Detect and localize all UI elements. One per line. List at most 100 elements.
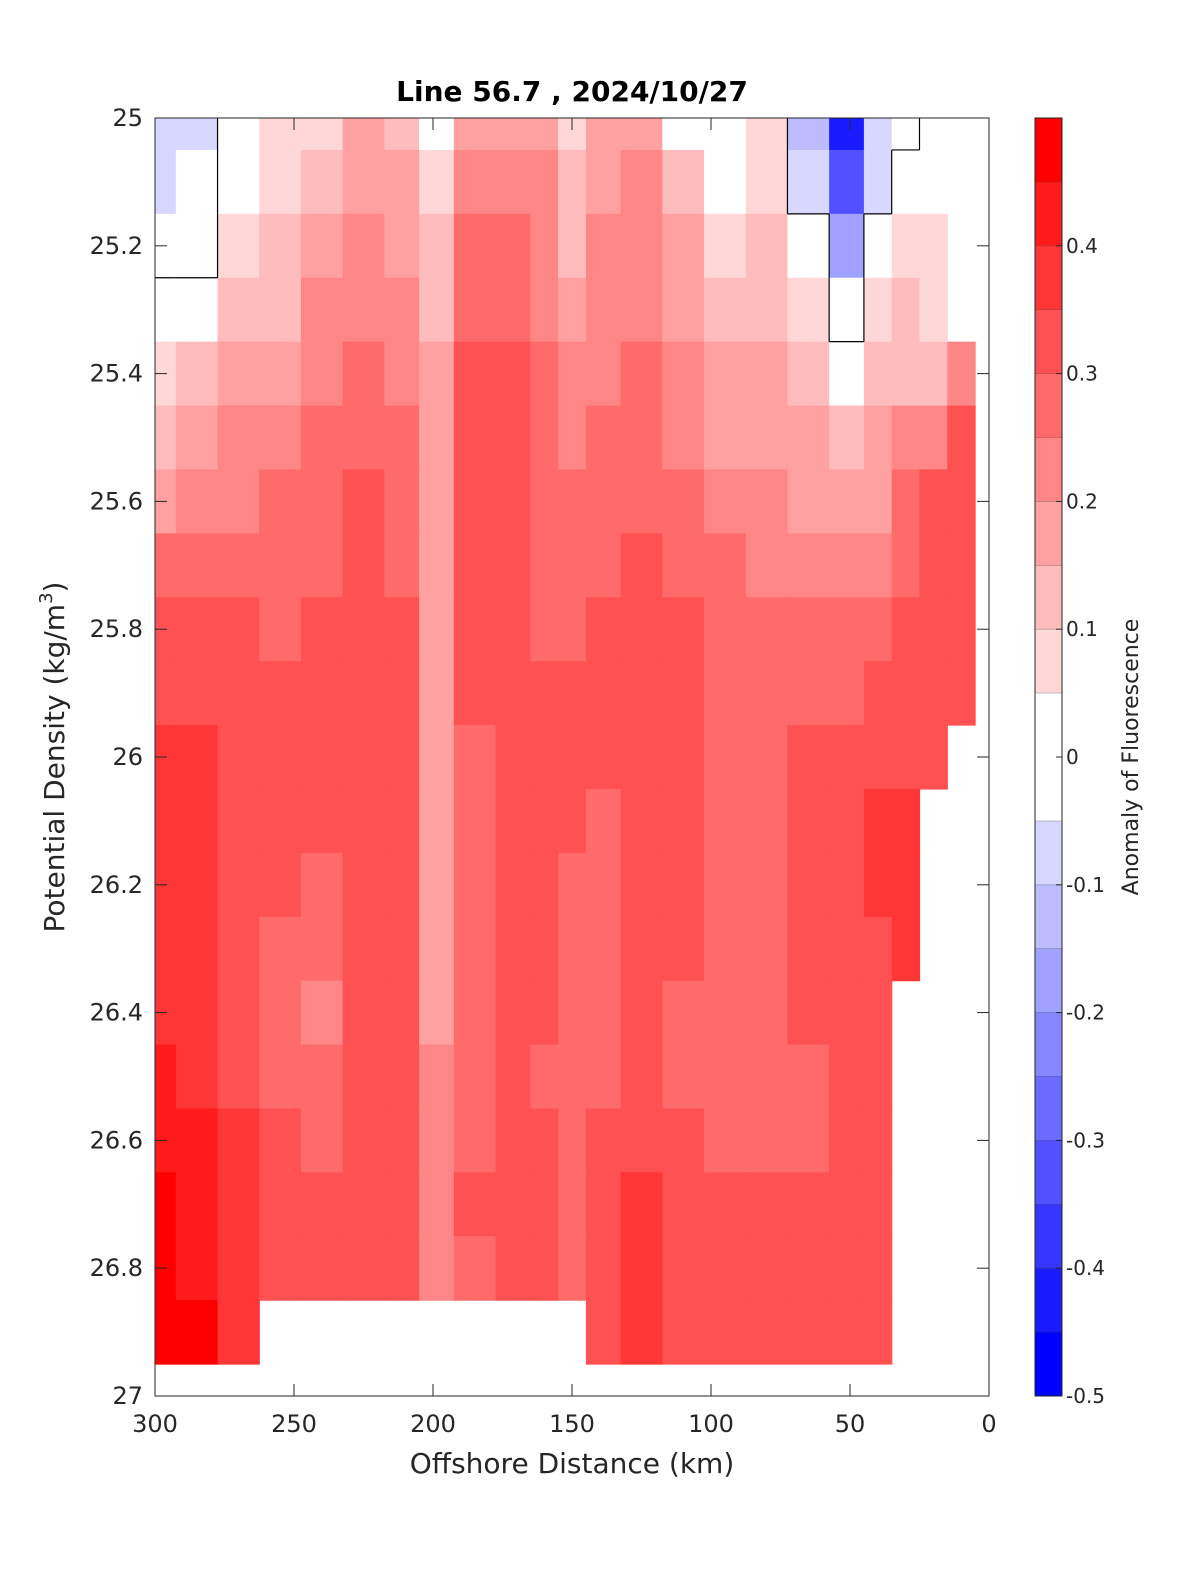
heatmap-cell <box>829 405 865 471</box>
heatmap-cell <box>419 118 455 151</box>
heatmap-cell <box>620 118 663 151</box>
colorbar-label: Anomaly of Fluorescence <box>1119 619 1144 896</box>
heatmap-cell <box>585 341 622 407</box>
heatmap-cell <box>787 1300 830 1365</box>
heatmap-cell <box>662 1108 705 1173</box>
y-tick-label: 26.6 <box>90 1126 143 1154</box>
heatmap-cell <box>495 597 531 662</box>
heatmap-cell <box>558 341 587 407</box>
heatmap-cell <box>745 980 789 1046</box>
heatmap-cell <box>259 405 302 471</box>
heatmap-cell <box>419 725 455 790</box>
heatmap-cell <box>530 788 559 854</box>
heatmap-cell <box>453 788 497 854</box>
heatmap-cell <box>495 1044 531 1110</box>
heatmap-cell <box>585 149 622 215</box>
colorbar-ticks: 0.4 0.3 0.2 0.1 0 -0.1 -0.2 -0.3 -0.4 -0.5 <box>1056 234 1105 1408</box>
heatmap-cell <box>384 1236 420 1301</box>
heatmap-cell <box>787 980 830 1046</box>
heatmap-cell <box>155 277 177 343</box>
heatmap-cell <box>829 1172 865 1237</box>
heatmap-cell <box>745 597 789 662</box>
heatmap-cell <box>175 277 219 343</box>
heatmap-cell <box>453 469 497 534</box>
y-tick-label: 25.6 <box>90 487 143 515</box>
heatmap-cell <box>155 661 177 726</box>
colorbar-band <box>1035 1012 1062 1077</box>
heatmap-cell <box>495 788 531 854</box>
colorbar-band <box>1035 309 1062 374</box>
heatmap-cell <box>175 661 219 726</box>
heatmap-cell <box>259 1236 302 1301</box>
heatmap-cell <box>891 213 921 279</box>
heatmap-cell <box>947 405 976 471</box>
heatmap-cell <box>558 852 587 918</box>
heatmap-cell <box>175 597 219 662</box>
heatmap-cell <box>384 469 420 534</box>
heatmap-cell <box>829 469 865 534</box>
heatmap-cell <box>620 852 663 918</box>
heatmap-cell <box>585 661 622 726</box>
heatmap-cell <box>891 277 921 343</box>
heatmap-cell <box>530 661 559 726</box>
heatmap-cell <box>217 533 260 598</box>
heatmap-cell <box>300 118 344 151</box>
heatmap-cell <box>585 1044 622 1110</box>
heatmap-cell <box>745 1236 789 1301</box>
heatmap-cell <box>704 1108 747 1173</box>
heatmap-cell <box>745 341 789 407</box>
heatmap-cell <box>863 1108 893 1173</box>
heatmap-cell <box>919 277 948 343</box>
heatmap-cell <box>300 597 344 662</box>
heatmap-cell <box>419 980 455 1046</box>
heatmap-cell <box>829 1236 865 1301</box>
heatmap-cell <box>259 661 302 726</box>
heatmap-cell <box>259 149 302 215</box>
heatmap-cell <box>342 341 385 407</box>
heatmap-cell <box>530 916 559 982</box>
heatmap-cell <box>829 980 865 1046</box>
heatmap-cell <box>217 725 260 790</box>
heatmap-cell <box>745 788 789 854</box>
heatmap-cell <box>495 469 531 534</box>
heatmap-cell <box>787 118 830 151</box>
heatmap-cell <box>585 277 622 343</box>
colorbar-band <box>1035 437 1062 502</box>
heatmap-cell <box>662 469 705 534</box>
colorbar-band <box>1035 884 1062 949</box>
heatmap-cell <box>745 1300 789 1365</box>
colorbar-tick-label: 0 <box>1066 745 1079 769</box>
heatmap-cell <box>620 213 663 279</box>
heatmap-cell <box>384 149 420 215</box>
heatmap-cell <box>704 469 747 534</box>
x-tick-label: 250 <box>271 1410 317 1438</box>
heatmap-cell <box>155 1172 177 1237</box>
heatmap-cell <box>704 1300 747 1365</box>
heatmap-cell <box>259 533 302 598</box>
heatmap-cell <box>300 149 344 215</box>
heatmap-cell <box>384 980 420 1046</box>
heatmap-cell <box>662 1300 705 1365</box>
heatmap-cell <box>585 118 622 151</box>
heatmap-cell <box>585 916 622 982</box>
heatmap-cell <box>620 597 663 662</box>
colorbar-tick-label: 0.4 <box>1066 234 1098 258</box>
heatmap-cell <box>704 118 747 151</box>
heatmap-cells <box>155 118 976 1365</box>
heatmap-cell <box>620 469 663 534</box>
heatmap-cell <box>829 597 865 662</box>
heatmap-cell <box>891 788 921 854</box>
heatmap-cell <box>530 277 559 343</box>
heatmap-cell <box>745 469 789 534</box>
heatmap-cell <box>453 1236 497 1301</box>
colorbar-tick-label: -0.1 <box>1066 873 1105 897</box>
y-axis-ticks: 25 25.2 25.4 25.6 25.8 26 26.2 26.4 26.6 26.8 27 <box>90 104 989 1410</box>
y-tick-label: 26 <box>112 743 143 771</box>
heatmap-cell <box>662 1044 705 1110</box>
heatmap-cell <box>384 533 420 598</box>
y-axis-label: Potential Density (kg/m3) <box>36 582 71 933</box>
zero-contour-lines <box>155 118 921 343</box>
heatmap-cell <box>175 980 219 1046</box>
heatmap-cell <box>704 533 747 598</box>
heatmap-cell <box>217 1172 260 1237</box>
